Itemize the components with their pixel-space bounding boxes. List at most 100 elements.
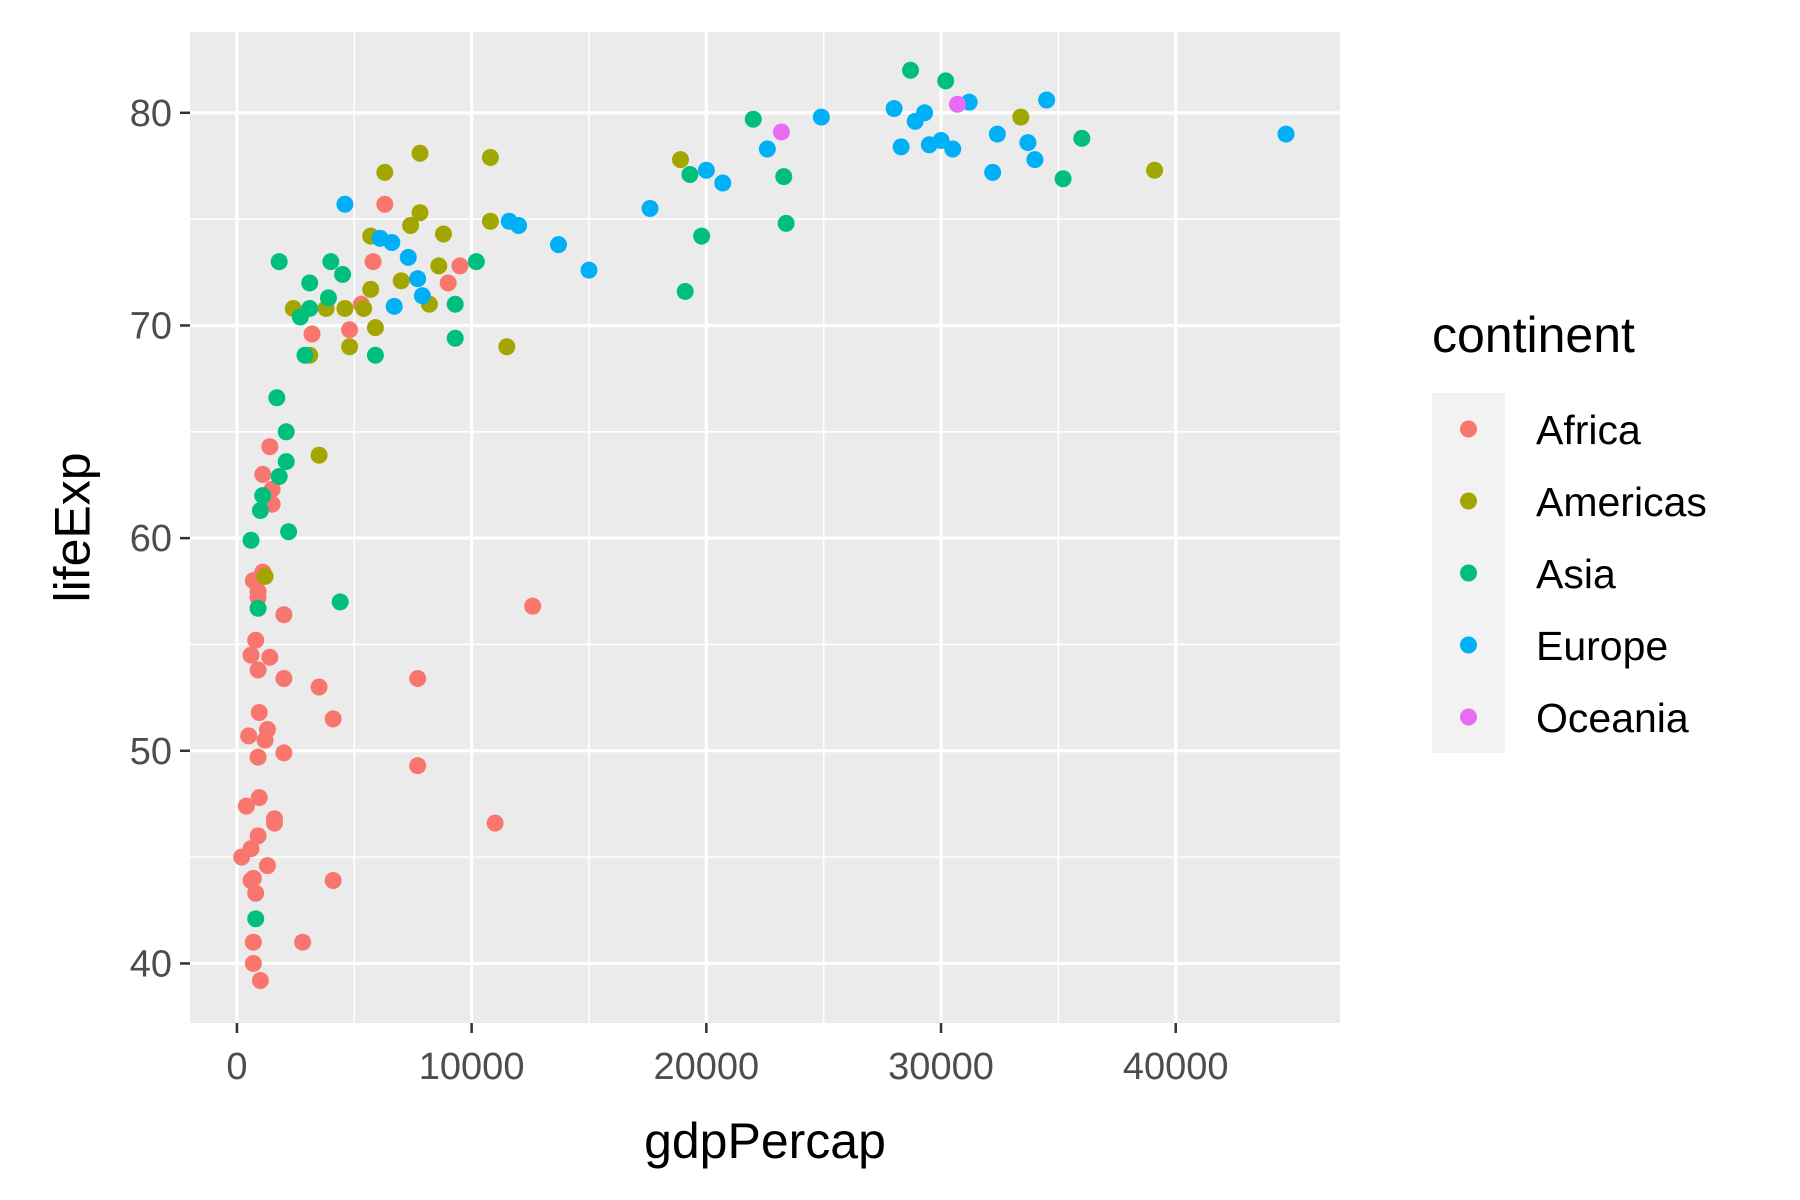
data-point-africa bbox=[324, 710, 342, 728]
data-point-asia bbox=[254, 487, 272, 505]
data-point-asia bbox=[744, 110, 762, 128]
data-point-europe bbox=[758, 140, 776, 158]
data-point-africa bbox=[249, 827, 267, 845]
data-point-africa bbox=[409, 669, 427, 687]
data-point-americas bbox=[362, 280, 380, 298]
data-point-africa bbox=[310, 678, 328, 696]
plot-panel bbox=[190, 32, 1340, 1023]
data-point-americas bbox=[376, 163, 394, 181]
data-point-americas bbox=[430, 257, 448, 275]
data-point-asia bbox=[301, 274, 319, 292]
data-point-europe bbox=[988, 125, 1006, 143]
legend-items: Africa Americas Asia Europe Oceania bbox=[1460, 407, 1707, 741]
data-point-asia bbox=[270, 253, 288, 271]
data-point-europe bbox=[1026, 151, 1044, 169]
data-point-asia bbox=[775, 168, 793, 186]
data-point-africa bbox=[249, 661, 267, 679]
legend-key-oceania bbox=[1460, 708, 1477, 726]
data-point-europe bbox=[984, 163, 1002, 181]
major-gridlines bbox=[190, 32, 1340, 1023]
data-point-africa bbox=[409, 757, 427, 775]
data-point-asia bbox=[301, 299, 319, 317]
data-point-europe bbox=[385, 297, 403, 315]
data-point-africa bbox=[258, 857, 276, 875]
legend-label-africa: Africa bbox=[1536, 407, 1641, 453]
y-tick-label: 80 bbox=[130, 93, 172, 135]
data-point-europe bbox=[892, 138, 910, 156]
x-tick-label: 0 bbox=[226, 1046, 247, 1088]
data-point-asia bbox=[1073, 129, 1091, 147]
data-point-americas bbox=[310, 446, 328, 464]
data-point-asia bbox=[319, 289, 337, 307]
data-point-asia bbox=[937, 72, 955, 90]
data-point-africa bbox=[254, 465, 272, 483]
data-point-oceania bbox=[948, 95, 966, 113]
data-point-asia bbox=[902, 61, 920, 79]
data-point-europe bbox=[697, 161, 715, 179]
data-point-africa bbox=[451, 257, 469, 275]
data-point-africa bbox=[258, 721, 276, 739]
data-point-americas bbox=[402, 217, 420, 235]
data-point-americas bbox=[256, 567, 274, 585]
data-point-asia bbox=[251, 501, 269, 519]
data-point-americas bbox=[1146, 161, 1164, 179]
data-point-asia bbox=[277, 453, 295, 471]
data-point-americas bbox=[355, 299, 373, 317]
data-point-europe bbox=[413, 287, 431, 305]
x-tick-label: 10000 bbox=[419, 1046, 525, 1088]
x-tick-label: 20000 bbox=[653, 1046, 759, 1088]
x-tick-label: 30000 bbox=[888, 1046, 994, 1088]
data-point-americas bbox=[1012, 108, 1030, 126]
y-tick-label: 50 bbox=[130, 731, 172, 773]
data-point-africa bbox=[244, 869, 262, 887]
data-point-africa bbox=[247, 884, 265, 902]
data-point-asia bbox=[446, 295, 464, 313]
data-point-asia bbox=[249, 599, 267, 617]
data-point-africa bbox=[250, 789, 268, 807]
data-point-asia bbox=[247, 910, 265, 928]
data-point-africa bbox=[242, 646, 260, 664]
data-point-africa bbox=[275, 744, 293, 762]
y-axis-ticks: 40 50 60 70 80 bbox=[130, 93, 190, 985]
data-point-europe bbox=[383, 234, 401, 252]
x-tick-label: 40000 bbox=[1123, 1046, 1229, 1088]
data-point-asia bbox=[681, 165, 699, 183]
data-point-americas bbox=[411, 204, 429, 222]
data-point-americas bbox=[336, 299, 354, 317]
data-point-asia bbox=[446, 329, 464, 347]
legend-label-americas: Americas bbox=[1536, 479, 1707, 525]
data-point-europe bbox=[885, 100, 903, 118]
data-point-americas bbox=[498, 338, 516, 356]
data-point-europe bbox=[641, 200, 659, 218]
data-point-asia bbox=[366, 346, 384, 364]
data-point-africa bbox=[341, 321, 359, 339]
data-point-africa bbox=[250, 704, 268, 722]
data-point-americas bbox=[341, 338, 359, 356]
x-axis-ticks: 0 10000 20000 30000 40000 bbox=[226, 1023, 1229, 1088]
data-point-africa bbox=[237, 797, 255, 815]
data-point-africa bbox=[275, 669, 293, 687]
data-point-europe bbox=[714, 174, 732, 192]
data-point-africa bbox=[251, 971, 269, 989]
data-point-europe bbox=[1019, 134, 1037, 152]
data-point-africa bbox=[240, 727, 258, 745]
data-point-asia bbox=[777, 214, 795, 232]
data-point-europe bbox=[549, 236, 567, 254]
data-point-asia bbox=[280, 523, 298, 541]
y-tick-label: 60 bbox=[130, 518, 172, 560]
data-point-africa bbox=[244, 954, 262, 972]
data-point-asia bbox=[270, 467, 288, 485]
data-point-americas bbox=[392, 272, 410, 290]
data-point-asia bbox=[467, 253, 485, 271]
data-point-africa bbox=[303, 325, 321, 343]
data-point-africa bbox=[324, 872, 342, 890]
data-point-africa bbox=[261, 438, 279, 456]
legend: continent Africa Americas Asia Europe Oceani… bbox=[1432, 307, 1707, 753]
data-point-americas bbox=[411, 144, 429, 162]
data-point-africa bbox=[242, 840, 260, 858]
legend-key-americas bbox=[1460, 492, 1477, 510]
data-point-asia bbox=[296, 346, 314, 364]
data-point-asia bbox=[268, 389, 286, 407]
legend-label-europe: Europe bbox=[1536, 623, 1668, 669]
data-point-europe bbox=[1277, 125, 1295, 143]
